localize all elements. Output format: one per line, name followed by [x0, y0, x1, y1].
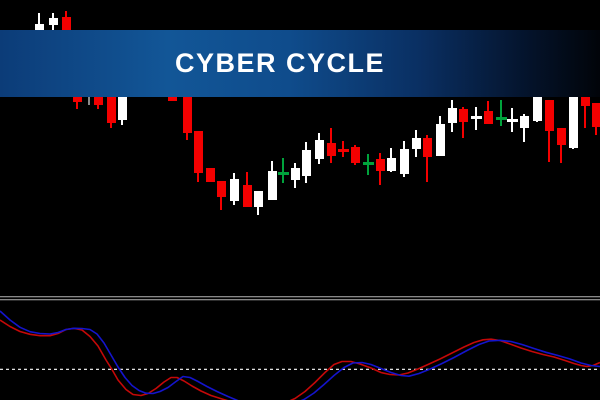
candle-bull: [532, 97, 542, 121]
candle-wick: [584, 97, 586, 128]
doji-bar: [470, 115, 482, 119]
doji-line: [500, 100, 502, 126]
candle-bear: [350, 147, 360, 163]
candle-bear: [422, 138, 432, 157]
candle-bear: [205, 168, 215, 182]
banner: CYBER CYCLE: [0, 30, 600, 97]
candle-bull: [568, 96, 578, 148]
candle-wick: [462, 107, 464, 138]
candle-bull: [386, 158, 396, 171]
candle-bear: [326, 143, 336, 156]
candle-bear: [216, 181, 226, 197]
candle-wick: [426, 135, 428, 182]
candle-wick: [560, 128, 562, 163]
candle-wick: [88, 92, 90, 105]
candle-bull: [411, 138, 421, 149]
candle-bear: [544, 100, 554, 131]
candle-wick: [523, 114, 525, 142]
candle-bull: [447, 108, 457, 123]
candle-bull: [435, 124, 445, 156]
banner-title: CYBER CYCLE: [174, 48, 386, 78]
doji-bar: [362, 161, 374, 165]
candle-bear: [580, 97, 590, 106]
candle-wick: [52, 13, 54, 42]
candle-bull: [290, 168, 300, 180]
candle-bear: [375, 159, 385, 171]
candle-bull: [48, 18, 58, 25]
doji-line: [475, 107, 477, 130]
candle-bear: [193, 131, 203, 173]
doji-line: [367, 154, 369, 175]
candle-bear: [182, 92, 192, 133]
candle-bear: [93, 92, 103, 105]
doji-bar: [506, 118, 518, 122]
candle-bull: [117, 92, 127, 120]
candle-wick: [548, 100, 550, 162]
doji-bar: [337, 148, 349, 152]
doji-bar: [495, 116, 507, 120]
candle-bear: [106, 92, 116, 123]
candle-bear: [458, 109, 468, 122]
candle-bear: [556, 128, 566, 145]
candle-bull: [519, 116, 529, 128]
candle-bull: [314, 140, 324, 159]
candle-bear: [591, 103, 600, 127]
candle-bull: [301, 150, 311, 176]
candle-bull: [229, 179, 239, 201]
candle-bear: [483, 111, 493, 124]
doji-line: [282, 158, 284, 183]
candle-bull: [253, 191, 263, 207]
doji-bar: [277, 171, 289, 175]
candle-bear: [242, 185, 252, 207]
candle-bull: [399, 149, 409, 174]
candle-bull: [267, 171, 277, 200]
